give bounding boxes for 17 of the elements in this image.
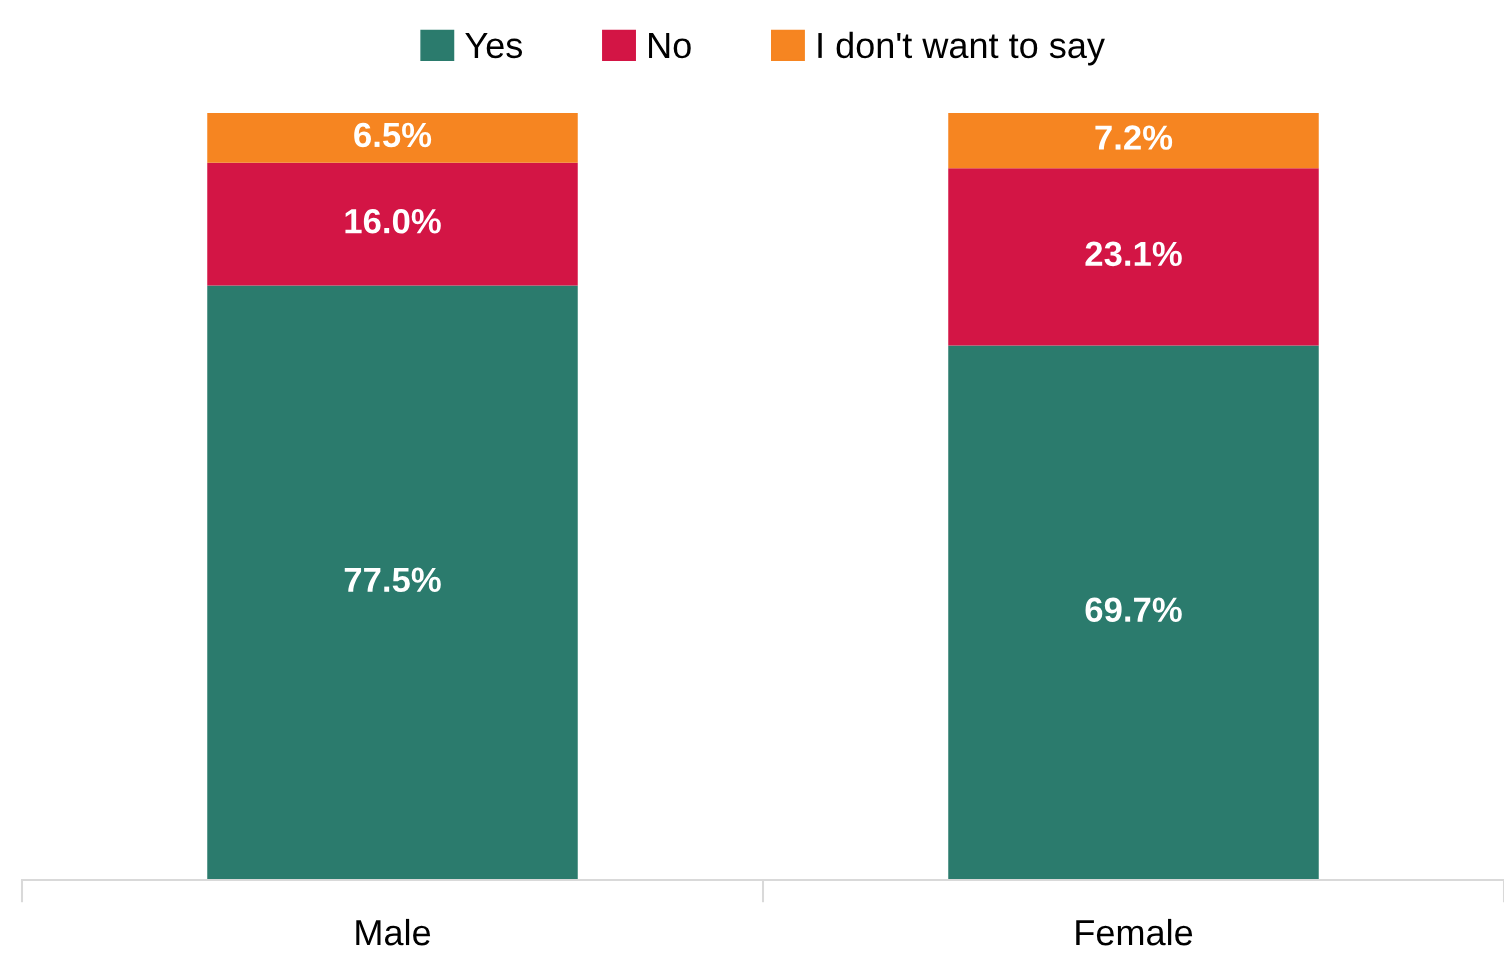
bar	[207, 285, 578, 880]
data-label: 23.1%	[1085, 241, 1182, 267]
bar	[948, 168, 1319, 346]
data-label: 6.5%	[354, 122, 432, 148]
data-label: 16.0%	[345, 208, 441, 234]
data-label: 7.2%	[1095, 125, 1173, 150]
x-tick-label: Female	[1076, 918, 1193, 946]
bar	[948, 345, 1319, 880]
legend-label: No	[649, 33, 691, 59]
x-tick-label: Male	[356, 918, 431, 946]
bar	[207, 113, 578, 163]
legend-label: Yes	[465, 33, 523, 59]
legend-label: I don't want to say	[818, 31, 1105, 66]
bar	[948, 113, 1319, 169]
data-label: 77.5%	[344, 567, 441, 593]
bar	[207, 162, 578, 286]
data-label: 69.7%	[1085, 597, 1182, 623]
